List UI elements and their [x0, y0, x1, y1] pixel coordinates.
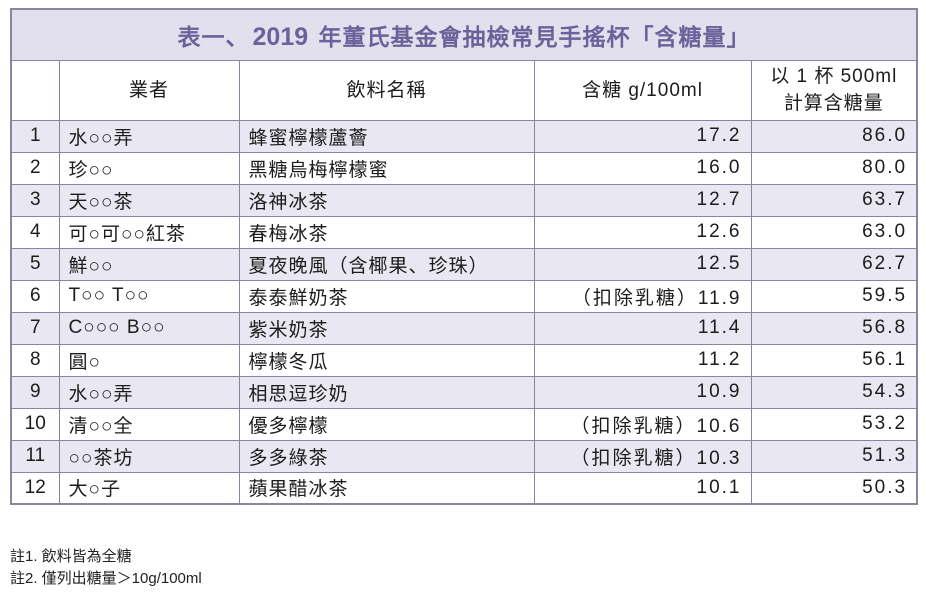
col-header-sugar-per-cup-line2: 計算含糖量: [783, 93, 884, 114]
drink-name-cell: 泰泰鮮奶茶: [238, 279, 535, 313]
sugar-per-cup-cell: 59.5: [750, 279, 918, 313]
table-row: 12 大○子 蘋果醋冰茶 10.1 50.3: [10, 471, 918, 505]
drink-name-cell: 檸檬冬瓜: [238, 343, 535, 377]
table-row: 2 珍○○ 黑糖烏梅檸檬蜜 16.0 80.0: [10, 151, 918, 185]
table-row: 1 水○○弄 蜂蜜檸檬蘆薈 17.2 86.0: [10, 119, 918, 153]
row-number-cell: 6: [10, 279, 60, 313]
row-number-cell: 2: [10, 151, 60, 185]
vendor-cell: ○○茶坊: [58, 439, 240, 473]
vendor-cell: 天○○茶: [58, 183, 240, 217]
vendor-cell: 清○○全: [58, 407, 240, 441]
sugar-per-100ml-cell: 17.2: [533, 119, 752, 153]
row-number-cell: 8: [10, 343, 60, 377]
table-row: 11 ○○茶坊 多多綠茶 （扣除乳糖）10.3 51.3: [10, 439, 918, 473]
sugar-per-100ml-cell: （扣除乳糖）10.3: [533, 439, 752, 473]
vendor-cell: 珍○○: [58, 151, 240, 185]
drink-name-cell: 春梅冰茶: [238, 215, 535, 249]
sugar-content-table: 表一、 2019 年董氏基金會抽檢常見手搖杯「含糖量」 業者 飲料名稱 含糖 g/…: [10, 8, 919, 505]
sugar-per-cup-cell: 54.3: [750, 375, 918, 409]
sugar-per-100ml-cell: 11.2: [533, 343, 752, 377]
vendor-cell: C○○○ B○○: [58, 311, 240, 345]
drink-name-cell: 多多綠茶: [238, 439, 535, 473]
table-title-year: 2019: [252, 22, 309, 51]
vendor-cell: 水○○弄: [58, 375, 240, 409]
table-header-row: 業者 飲料名稱 含糖 g/100ml 以 1 杯 500ml 計算含糖量: [10, 59, 918, 121]
sugar-per-cup-cell: 63.7: [750, 183, 918, 217]
row-number-cell: 12: [10, 471, 60, 505]
table-row: 4 可○可○○紅茶 春梅冰茶 12.6 63.0: [10, 215, 918, 249]
sugar-per-100ml-cell: 12.5: [533, 247, 752, 281]
row-number-cell: 5: [10, 247, 60, 281]
table-row: 3 天○○茶 洛神冰茶 12.7 63.7: [10, 183, 918, 217]
sugar-per-100ml-cell: 12.6: [533, 215, 752, 249]
col-header-drink-name: 飲料名稱: [238, 59, 535, 121]
footnote-1: 註1. 飲料皆為全糖: [10, 548, 132, 565]
vendor-cell: 大○子: [58, 471, 240, 505]
table-row: 10 清○○全 優多檸檬 （扣除乳糖）10.6 53.2: [10, 407, 918, 441]
row-number-cell: 7: [10, 311, 60, 345]
table-body: 1 水○○弄 蜂蜜檸檬蘆薈 17.2 86.0 2 珍○○ 黑糖烏梅檸檬蜜 16.0 80.0 3 天…: [10, 119, 918, 505]
table-title-suffix: 年董氏基金會抽檢常見手搖杯「含糖量」: [311, 23, 751, 50]
drink-name-cell: 洛神冰茶: [238, 183, 535, 217]
drink-name-cell: 夏夜晚風（含椰果、珍珠）: [238, 247, 535, 281]
drink-name-cell: 蘋果醋冰茶: [238, 471, 535, 505]
table-row: 5 鮮○○ 夏夜晚風（含椰果、珍珠） 12.5 62.7: [10, 247, 918, 281]
sugar-per-cup-cell: 86.0: [750, 119, 918, 153]
row-number-cell: 4: [10, 215, 60, 249]
table-title-row: 表一、 2019 年董氏基金會抽檢常見手搖杯「含糖量」: [10, 8, 918, 61]
drink-name-cell: 黑糖烏梅檸檬蜜: [238, 151, 535, 185]
sugar-per-cup-cell: 56.8: [750, 311, 918, 345]
row-number-cell: 3: [10, 183, 60, 217]
table-title: 表一、 2019 年董氏基金會抽檢常見手搖杯「含糖量」: [10, 8, 918, 61]
table-row: 6 T○○ T○○ 泰泰鮮奶茶 （扣除乳糖）11.9 59.5: [10, 279, 918, 313]
footnote-2: 註2. 僅列出糖量＞10g/100ml: [10, 570, 202, 587]
footnotes: 註1. 飲料皆為全糖 註2. 僅列出糖量＞10g/100ml: [10, 546, 202, 590]
sugar-per-100ml-cell: 10.9: [533, 375, 752, 409]
drink-name-cell: 蜂蜜檸檬蘆薈: [238, 119, 535, 153]
vendor-cell: 圓○: [58, 343, 240, 377]
vendor-cell: 水○○弄: [58, 119, 240, 153]
drink-name-cell: 優多檸檬: [238, 407, 535, 441]
table-row: 8 圓○ 檸檬冬瓜 11.2 56.1: [10, 343, 918, 377]
row-number-cell: 10: [10, 407, 60, 441]
table-row: 7 C○○○ B○○ 紫米奶茶 11.4 56.8: [10, 311, 918, 345]
col-header-vendor: 業者: [58, 59, 240, 121]
sugar-per-cup-cell: 56.1: [750, 343, 918, 377]
row-number-cell: 9: [10, 375, 60, 409]
table-row: 9 水○○弄 相思逗珍奶 10.9 54.3: [10, 375, 918, 409]
sugar-per-100ml-cell: 16.0: [533, 151, 752, 185]
sugar-per-cup-cell: 62.7: [750, 247, 918, 281]
col-header-sugar-per-cup: 以 1 杯 500ml 計算含糖量: [750, 59, 918, 121]
table-title-prefix: 表一、: [177, 23, 250, 50]
sugar-per-100ml-cell: （扣除乳糖）10.6: [533, 407, 752, 441]
sugar-per-100ml-cell: 10.1: [533, 471, 752, 505]
vendor-cell: T○○ T○○: [58, 279, 240, 313]
row-number-cell: 1: [10, 119, 60, 153]
drink-name-cell: 相思逗珍奶: [238, 375, 535, 409]
sugar-per-cup-cell: 80.0: [750, 151, 918, 185]
sugar-per-cup-cell: 53.2: [750, 407, 918, 441]
sugar-per-100ml-cell: 11.4: [533, 311, 752, 345]
col-header-sugar-per-100ml: 含糖 g/100ml: [533, 59, 752, 121]
row-number-cell: 11: [10, 439, 60, 473]
sugar-per-cup-cell: 51.3: [750, 439, 918, 473]
col-header-sugar-per-cup-line1: 以 1 杯 500ml: [770, 66, 898, 87]
vendor-cell: 可○可○○紅茶: [58, 215, 240, 249]
sugar-per-cup-cell: 63.0: [750, 215, 918, 249]
drink-name-cell: 紫米奶茶: [238, 311, 535, 345]
sugar-per-100ml-cell: （扣除乳糖）11.9: [533, 279, 752, 313]
col-header-blank: [10, 59, 60, 121]
sugar-per-cup-cell: 50.3: [750, 471, 918, 505]
sugar-per-100ml-cell: 12.7: [533, 183, 752, 217]
vendor-cell: 鮮○○: [58, 247, 240, 281]
